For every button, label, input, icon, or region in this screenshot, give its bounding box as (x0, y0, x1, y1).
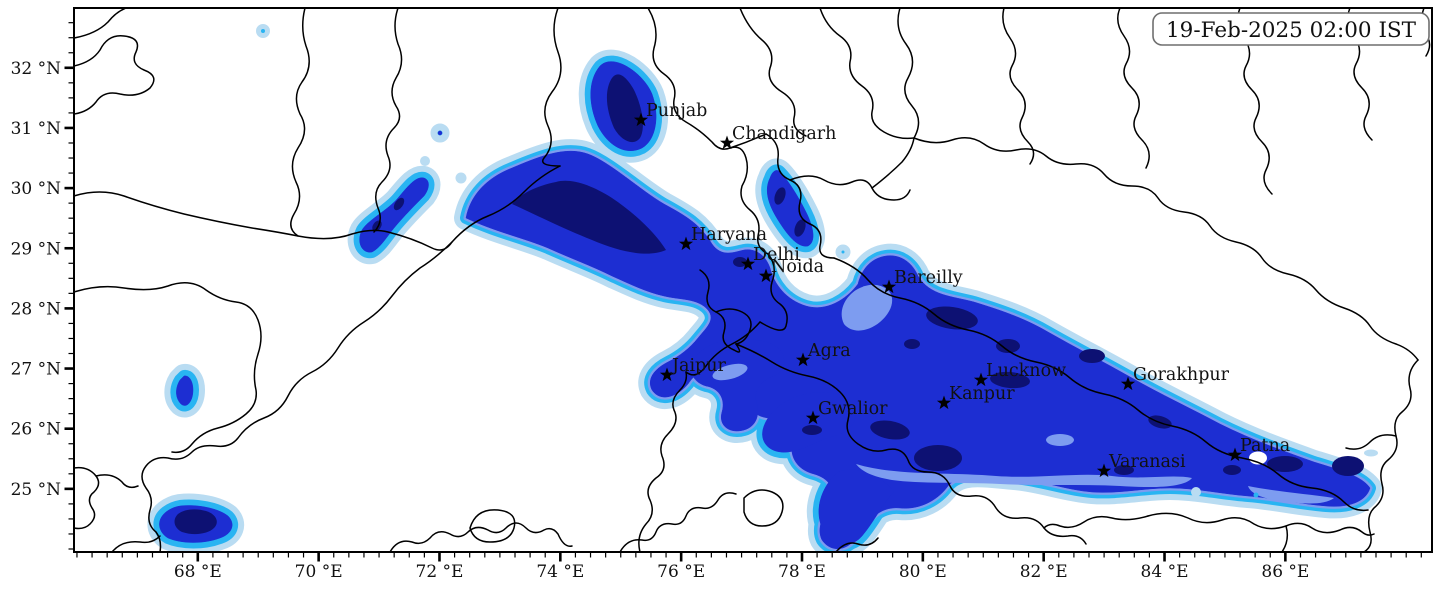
timestamp-box: 19-Feb-2025 02:00 IST (1152, 12, 1430, 46)
star-icon (719, 135, 735, 150)
city-marker-punjab: Punjab (633, 101, 707, 127)
fog-texture-periwinkle (712, 284, 1334, 504)
city-label: Jaipur (670, 356, 727, 376)
lat-tick-label: 27 °N (11, 360, 62, 380)
city-label: Lucknow (986, 361, 1066, 381)
star-icon (758, 268, 774, 283)
star-icon (805, 410, 821, 425)
lat-tick-label: 31 °N (11, 119, 62, 139)
map-frame (73, 7, 1433, 553)
boundary-lines (75, 9, 1431, 551)
city-label: Gorakhpur (1133, 365, 1230, 385)
star-icon (678, 236, 694, 251)
fog-small-cells (256, 24, 1378, 498)
city-marker-kanpur: Kanpur (936, 384, 1015, 410)
lon-tick-label: 70 °E (295, 562, 343, 582)
city-label: Patna (1240, 436, 1290, 456)
fog-level-navy (174, 74, 1364, 535)
timestamp-label: 19-Feb-2025 02:00 IST (1166, 18, 1417, 43)
star-icon (740, 256, 756, 271)
star-icon (659, 367, 675, 382)
star-icon (1227, 447, 1243, 462)
star-icon (1120, 376, 1136, 391)
lat-tick-label: 29 °N (11, 239, 62, 259)
city-label: Agra (807, 341, 851, 361)
star-icon (881, 279, 897, 294)
city-label: Kanpur (949, 384, 1015, 404)
city-marker-agra: Agra (795, 341, 851, 367)
lon-tick-label: 82 °E (1020, 562, 1068, 582)
star-icon (795, 352, 811, 367)
city-marker-noida: Noida (758, 257, 824, 283)
lon-tick-label: 78 °E (778, 562, 826, 582)
star-icon (633, 112, 649, 127)
city-marker-varanasi: Varanasi (1096, 452, 1186, 478)
city-label: Bareilly (894, 268, 963, 288)
fog-field (159, 24, 1378, 549)
lon-tick-label: 86 °E (1261, 562, 1309, 582)
lon-tick-label: 74 °E (536, 562, 584, 582)
lat-tick-label: 26 °N (11, 420, 62, 440)
city-marker-gwalior: Gwalior (805, 399, 888, 425)
lat-tick-label: 32 °N (11, 59, 62, 79)
star-icon (936, 395, 952, 410)
city-label: Varanasi (1108, 452, 1186, 472)
city-marker-chandigarh: Chandigarh (719, 124, 836, 150)
city-marker-jaipur: Jaipur (659, 356, 727, 382)
city-label: Gwalior (818, 399, 888, 419)
city-label: Delhi (753, 245, 800, 265)
city-marker-haryana: Haryana (678, 225, 767, 251)
lon-tick-label: 72 °E (416, 562, 464, 582)
lon-tick-label: 68 °E (174, 562, 222, 582)
star-icon (1096, 463, 1112, 478)
latitude-axis: 25 °N 26 °N 27 °N 28 °N 29 °N 30 °N 31 °N 32 °N (11, 22, 74, 550)
city-marker-gorakhpur: Gorakhpur (1120, 365, 1230, 391)
city-marker-lucknow: Lucknow (973, 361, 1066, 387)
city-marker-patna: Patna (1227, 436, 1290, 462)
longitude-axis: 68 °E 70 °E 72 °E 74 °E 76 °E 78 °E 80 °E 82 °E… (76, 552, 1422, 582)
city-marker-delhi: Delhi (740, 245, 800, 271)
city-label: Punjab (646, 101, 707, 121)
lon-tick-label: 76 °E (657, 562, 705, 582)
city-marker-bareilly: Bareilly (881, 268, 963, 294)
city-label: Chandigarh (732, 124, 836, 144)
lat-tick-label: 25 °N (11, 480, 62, 500)
lon-tick-label: 80 °E (899, 562, 947, 582)
lat-tick-label: 30 °N (11, 179, 62, 199)
lat-tick-label: 28 °N (11, 299, 62, 319)
star-icon (973, 372, 989, 387)
city-label: Noida (771, 257, 824, 277)
city-label: Haryana (691, 225, 767, 245)
lon-tick-label: 84 °E (1141, 562, 1189, 582)
